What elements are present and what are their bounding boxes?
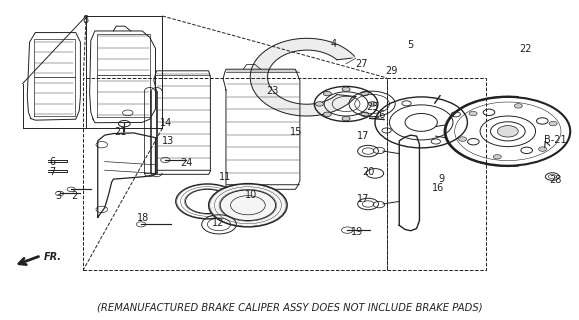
- Text: 25: 25: [367, 102, 379, 112]
- Text: 17: 17: [357, 194, 369, 204]
- Polygon shape: [250, 38, 356, 116]
- Circle shape: [361, 91, 369, 96]
- Text: (REMANUFACTURED BRAKE CALIPER ASSY DOES NOT INCLUDE BRAKE PADS): (REMANUFACTURED BRAKE CALIPER ASSY DOES …: [97, 302, 482, 312]
- Circle shape: [469, 111, 477, 116]
- Circle shape: [549, 121, 557, 126]
- Text: 9: 9: [438, 174, 445, 184]
- Text: 24: 24: [181, 158, 193, 168]
- Circle shape: [361, 112, 369, 116]
- Circle shape: [514, 104, 522, 108]
- Text: 8: 8: [83, 15, 89, 26]
- Text: 4: 4: [331, 39, 336, 49]
- Text: 7: 7: [50, 167, 56, 177]
- Circle shape: [493, 155, 501, 159]
- Circle shape: [208, 184, 287, 227]
- Text: 28: 28: [549, 175, 562, 185]
- Text: B-21: B-21: [544, 135, 567, 145]
- Text: 13: 13: [162, 136, 174, 146]
- Circle shape: [369, 102, 377, 106]
- Text: 18: 18: [137, 213, 149, 223]
- Text: FR.: FR.: [44, 252, 62, 262]
- Circle shape: [342, 87, 350, 92]
- Text: 14: 14: [160, 118, 172, 128]
- Circle shape: [459, 137, 467, 141]
- Text: 2: 2: [71, 191, 78, 201]
- Circle shape: [497, 125, 518, 137]
- Text: 12: 12: [212, 218, 224, 228]
- Text: 19: 19: [351, 227, 363, 237]
- Circle shape: [323, 91, 331, 96]
- Text: 16: 16: [432, 183, 444, 193]
- Text: 21: 21: [114, 127, 126, 137]
- Text: 11: 11: [219, 172, 231, 181]
- Circle shape: [342, 116, 350, 121]
- Text: 20: 20: [362, 167, 375, 177]
- Text: 6: 6: [50, 157, 56, 167]
- Circle shape: [316, 102, 324, 106]
- Text: 15: 15: [290, 127, 303, 137]
- Text: 26: 26: [373, 110, 385, 120]
- Text: 10: 10: [245, 190, 257, 200]
- Text: 17: 17: [357, 131, 369, 141]
- Circle shape: [323, 112, 331, 116]
- Text: 29: 29: [386, 66, 398, 76]
- Text: 22: 22: [519, 44, 532, 54]
- Text: 23: 23: [266, 85, 278, 96]
- Text: 3: 3: [56, 191, 61, 201]
- Circle shape: [538, 147, 547, 151]
- Text: 5: 5: [408, 40, 414, 50]
- Text: 27: 27: [356, 60, 368, 69]
